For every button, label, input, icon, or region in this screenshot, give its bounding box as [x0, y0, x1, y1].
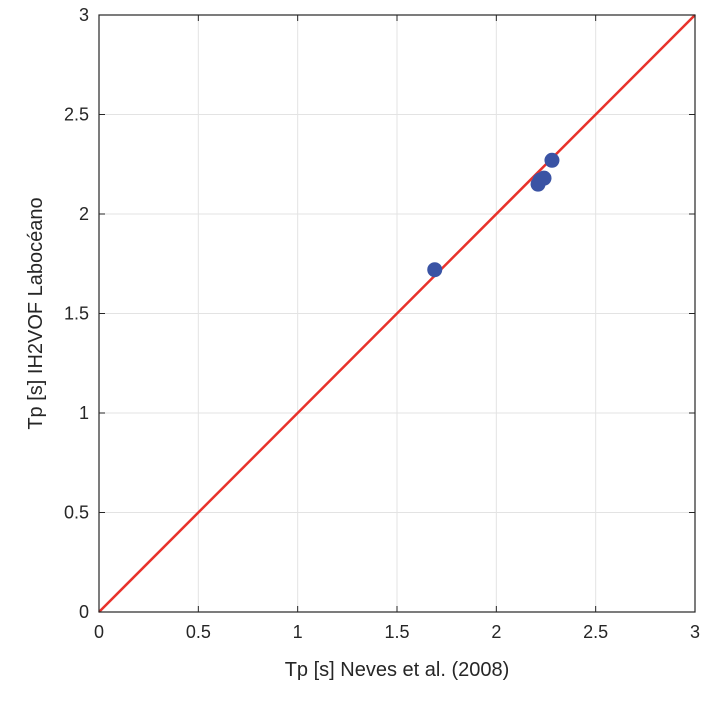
scatter-points	[427, 152, 560, 278]
x-tick-label: 0.5	[186, 622, 211, 642]
x-tick-label: 3	[690, 622, 700, 642]
reference-line-layer	[98, 14, 696, 613]
y-tick-label: 3	[79, 5, 89, 25]
y-tick-label: 0.5	[64, 503, 89, 523]
reference-line	[98, 14, 696, 613]
x-tick-label: 0	[94, 622, 104, 642]
x-axis-label: Tp [s] Neves et al. (2008)	[285, 659, 510, 681]
data-point	[427, 262, 443, 278]
y-tick-label: 0	[79, 602, 89, 622]
x-tick-label: 2.5	[583, 622, 608, 642]
y-axis-label: Tp [s] IH2VOF Labocéano	[25, 197, 47, 429]
data-point	[544, 152, 560, 168]
y-tick-label: 2.5	[64, 105, 89, 125]
x-tick-label: 1	[293, 622, 303, 642]
data-point	[536, 170, 552, 186]
y-tick-label: 2	[79, 204, 89, 224]
x-tick-labels: 0 0.5 1 1.5 2 2.5 3	[94, 622, 700, 642]
y-tick-label: 1	[79, 403, 89, 423]
y-tick-label: 1.5	[64, 304, 89, 324]
x-tick-label: 2	[491, 622, 501, 642]
x-tick-label: 1.5	[384, 622, 409, 642]
y-tick-labels: 0 0.5 1 1.5 2 2.5 3	[64, 5, 89, 622]
tick-marks	[98, 14, 696, 613]
